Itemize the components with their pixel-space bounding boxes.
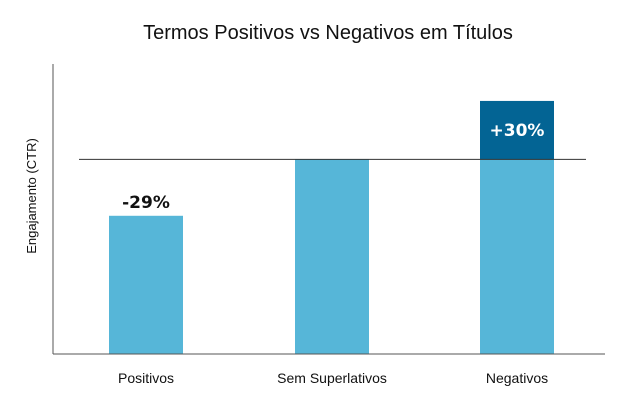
bar-highlight-segment	[480, 100, 554, 160]
bar-sem-superlativos	[295, 159, 369, 354]
chart-title: Termos Positivos vs Negativos em Títulos	[143, 22, 513, 44]
x-tick-label: Sem Superlativos	[277, 370, 387, 386]
y-axis-label: Engajamento (CTR)	[24, 138, 39, 254]
bar-negativos	[480, 159, 554, 354]
bar-positivos	[109, 215, 183, 354]
data-label: +30%	[490, 121, 545, 141]
data-label: -29%	[122, 193, 170, 213]
x-tick-label: Positivos	[118, 370, 174, 386]
plot-area: Positivos -29% Sem Superlativos Negativos +3…	[79, 100, 586, 386]
x-tick-label: Negativos	[486, 370, 548, 386]
